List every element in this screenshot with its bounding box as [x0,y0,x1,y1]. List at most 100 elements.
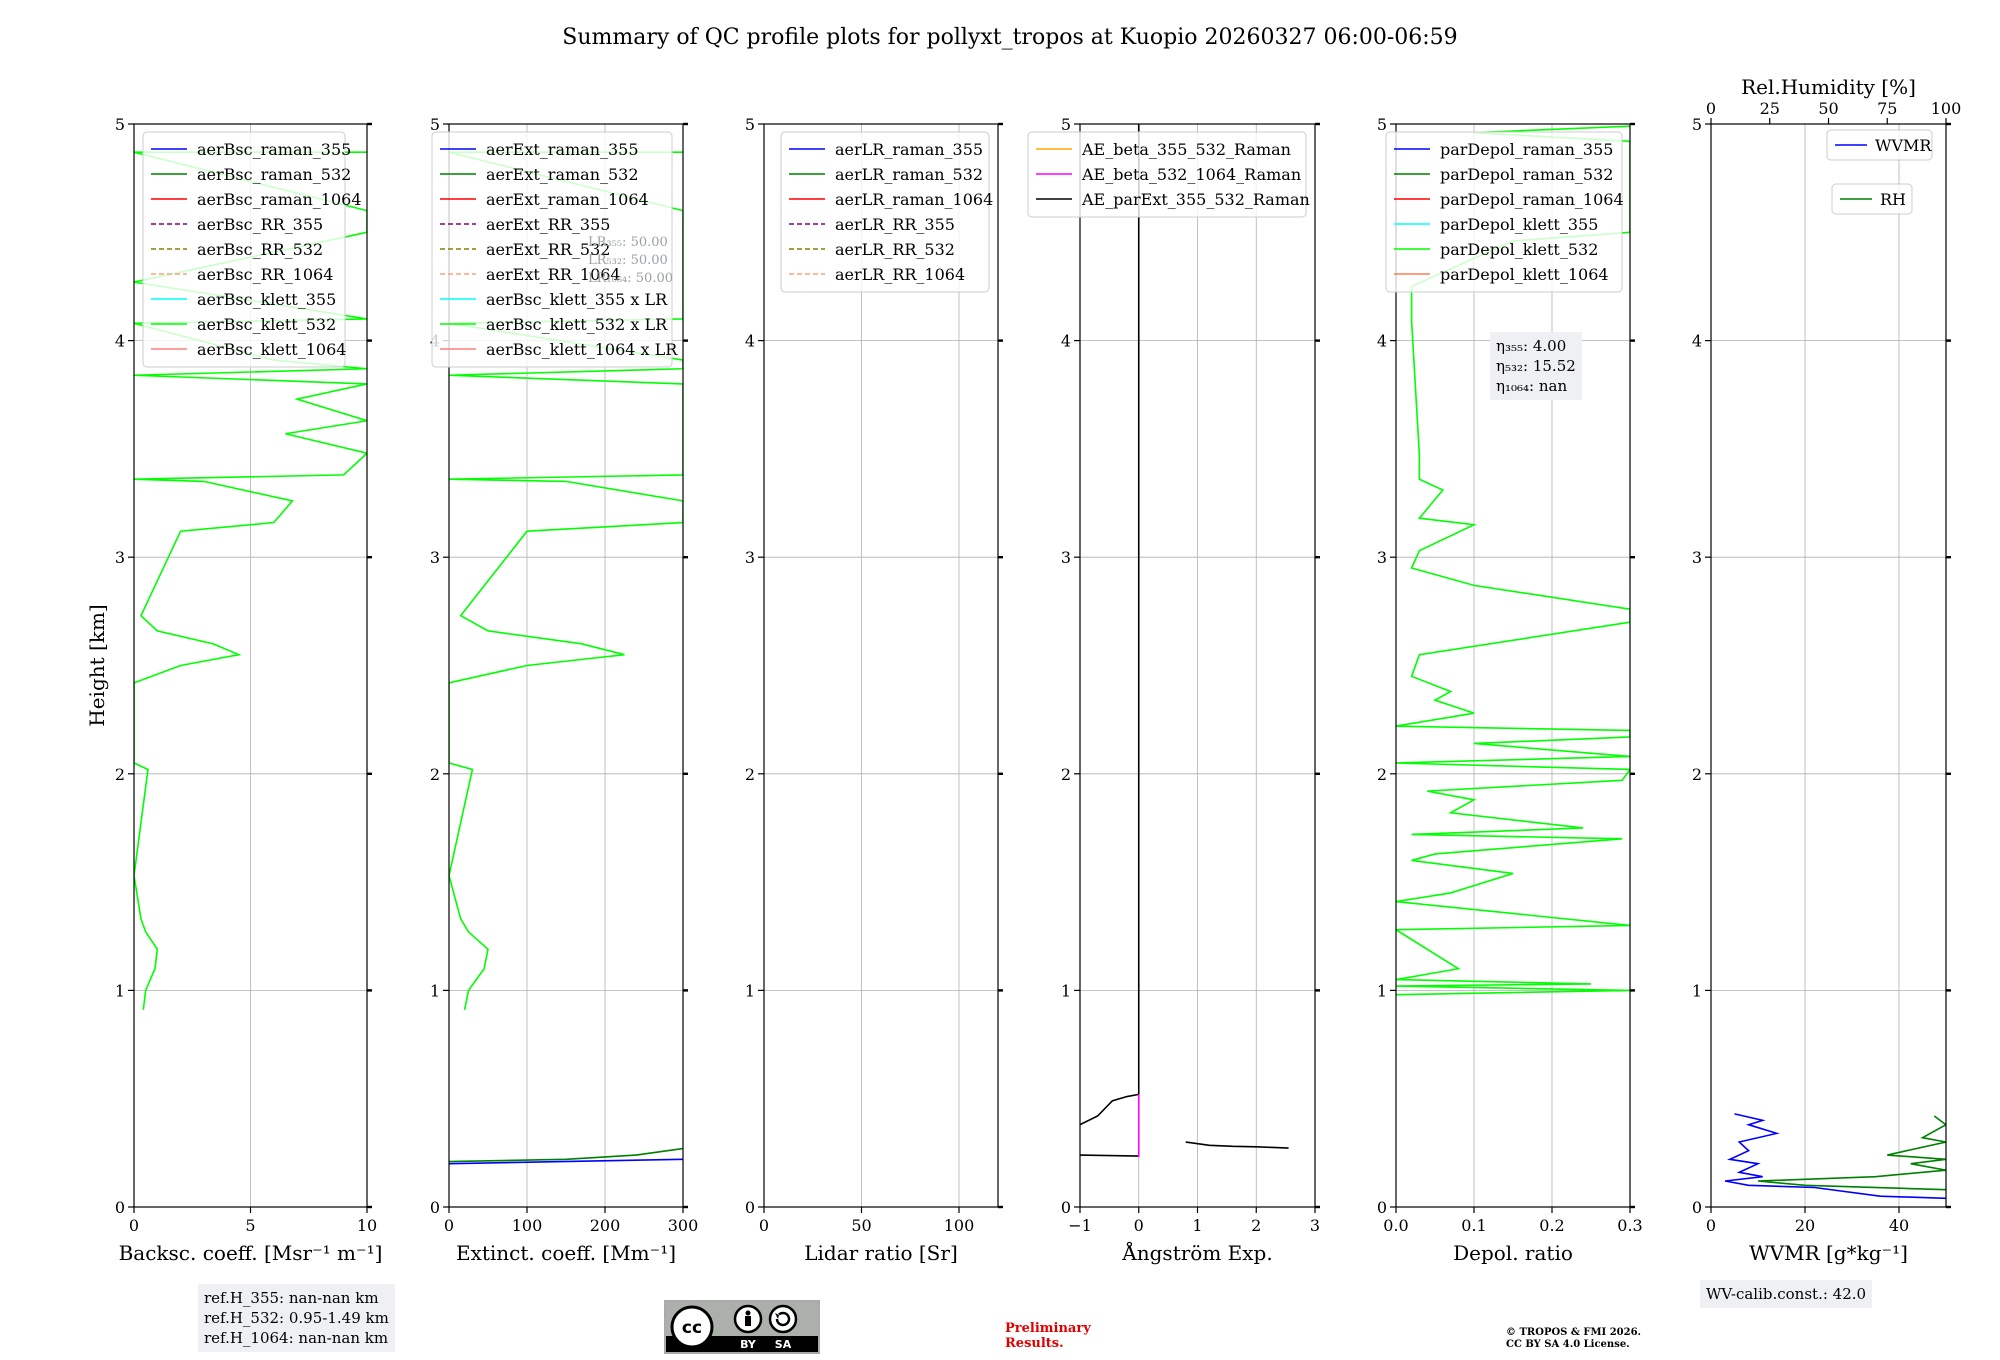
legend-box [1027,131,1307,218]
legend-entry: AE_beta_355_532_Raman [1081,140,1291,159]
legend-box [1385,131,1623,293]
cc-text: cc [682,1318,702,1338]
legend-entry: aerExt_RR_1064 [486,265,621,284]
y-tick-label: 0 [115,1198,125,1217]
x-tick-label: 0.0 [1383,1216,1408,1235]
y-tick-label: 2 [1692,765,1702,784]
cc-by-sa-icon: cc BY SA [666,1302,818,1351]
lr-annotation-line: LR₁₀₆₄: 50.00 [588,271,673,286]
y-tick-label: 1 [745,981,755,1000]
y-tick-label: 3 [1061,548,1071,567]
y-tick-label: 1 [1061,981,1071,1000]
by-text: BY [740,1338,757,1351]
legend-box [1826,129,1933,161]
copyright-line-2: CC BY SA 4.0 License. [1506,1339,1630,1350]
preliminary-notice: Preliminary Results. [1005,1321,1091,1351]
y-tick-label: 2 [1061,765,1071,784]
series-group [1724,1113,1946,1200]
legend-entry: parDepol_klett_1064 [1440,265,1609,284]
legend-entry: RH [1880,190,1906,209]
x-tick-label: 0 [1134,1216,1144,1235]
panel-bsc: 0 1 2 3 4 5 0 5 10 Backsc. coeff. [Msr⁻¹ m⁻¹] aerB… [115,115,383,1265]
eta-532: η₅₃₂: 15.52 [1496,357,1576,375]
legend-entry: aerLR_RR_355 [835,215,955,234]
eta-355: η₃₅₅: 4.00 [1496,337,1567,355]
panel-ext: 0123450100200300Extinct. coeff. [Mm⁻¹]ae… [430,115,698,1265]
axes-frame [1395,123,1631,1208]
x-tick-label: 300 [668,1216,699,1235]
y-tick-label: 4 [745,332,755,351]
legend-entry: aerLR_raman_1064 [835,190,993,209]
series-group [134,151,367,1010]
y-tick-label: 1 [1377,981,1387,1000]
panel-dep: 0 1 2 3 4 5 0.0 0.1 0.2 0.3 Depol. ratio parDepol_r… [1377,115,1643,1265]
cc-license-badge[interactable]: cc BY SA [664,1300,820,1354]
legend-entry: parDepol_raman_355 [1440,140,1613,159]
chart-title: Summary of QC profile plots for pollyxt_… [562,25,1457,50]
legend-ext: aerExt_raman_355 aerExt_raman_532 aerExt_r… [431,131,678,368]
y-tick-label: 0 [1692,1198,1702,1217]
top-tick-label: 25 [1760,99,1780,118]
x-axis-label: Ångström Exp. [1121,1240,1272,1265]
x-axis-label: WVMR [g*kg⁻¹] [1749,1241,1908,1265]
series-parDepol_klett_532 [1396,125,1630,996]
y-tick-label: 3 [1377,548,1387,567]
x-tick-label: 0 [1706,1216,1716,1235]
y-tick-label: 5 [745,115,755,134]
x-axis-label: Backsc. coeff. [Msr⁻¹ m⁻¹] [119,1241,383,1265]
legend-entry: aerBsc_klett_1064 x LR [486,340,678,359]
ref-height-532: ref.H_532: 0.95-1.49 km [204,1309,389,1327]
y-tick-label: 3 [115,548,125,567]
legend-entry: aerExt_raman_1064 [486,190,649,209]
y-tick-label: 5 [430,115,440,134]
copyright-notice: © TROPOS & FMI 2026. CC BY SA 4.0 Licens… [1506,1327,1641,1351]
x-tick-label: 0.1 [1461,1216,1486,1235]
y-tick-label: 5 [1061,115,1071,134]
legend-entry: WVMR [1875,136,1932,155]
axes-frame [763,123,999,1208]
x-tick-label: 50 [851,1216,871,1235]
legend-entry: aerBsc_klett_532 [197,315,336,334]
legend-entry: aerBsc_RR_355 [197,215,323,234]
y-tick-label: 3 [745,548,755,567]
legend-entry: AE_beta_532_1064_Raman [1081,165,1301,184]
x-tick-label: 0.3 [1617,1216,1642,1235]
top-tick-label: 50 [1818,99,1838,118]
legend-bsc: aerBsc_raman_355 aerBsc_raman_532 aerBsc_r… [142,131,362,368]
axes-frame [1710,123,1947,1208]
legend-entry: parDepol_raman_532 [1440,165,1613,184]
y-axis-label: Height [km] [85,604,109,726]
x-tick-label: 10 [357,1216,377,1235]
y-tick-label: 4 [1061,332,1071,351]
y-tick-label: 1 [430,981,440,1000]
legend-box [780,131,990,293]
legend-entry: aerBsc_klett_355 x LR [486,290,668,309]
axes-frame [448,123,684,1208]
legend-entry: aerExt_RR_532 [486,240,610,259]
y-tick-label: 2 [745,765,755,784]
x-tick-label: 0 [759,1216,769,1235]
legend-entry: aerBsc_RR_1064 [197,265,333,284]
legend-dep: parDepol_raman_355 parDepol_raman_532 parD… [1385,131,1624,293]
top-axis-label: Rel.Humidity [%] [1741,75,1916,99]
x-axis-label: Extinct. coeff. [Mm⁻¹] [456,1241,676,1265]
eta-annotation: η₃₅₅: 4.00 η₅₃₂: 15.52 η₁₀₆₄: nan [1490,332,1582,400]
y-tick-label: 0 [1061,1198,1071,1217]
x-tick-label: 200 [590,1216,621,1235]
x-tick-label: 2 [1251,1216,1261,1235]
y-tick-label: 0 [1377,1198,1387,1217]
y-tick-label: 0 [430,1198,440,1217]
legend-box [431,131,673,368]
ref-height-annotation: ref.H_355: nan-nan km ref.H_532: 0.95-1.… [198,1284,395,1352]
y-tick-label: 4 [1377,332,1387,351]
legend-entry: aerLR_RR_1064 [835,265,965,284]
legend-wv: WVMR RH [1826,129,1933,215]
legend-entry: aerExt_raman_532 [486,165,639,184]
legend-lr: aerLR_raman_355 aerLR_raman_532 aerLR_rama… [780,131,993,293]
legend-ae: AE_beta_355_532_Raman AE_beta_532_1064_Ra… [1027,131,1310,218]
x-tick-label: 20 [1795,1216,1815,1235]
